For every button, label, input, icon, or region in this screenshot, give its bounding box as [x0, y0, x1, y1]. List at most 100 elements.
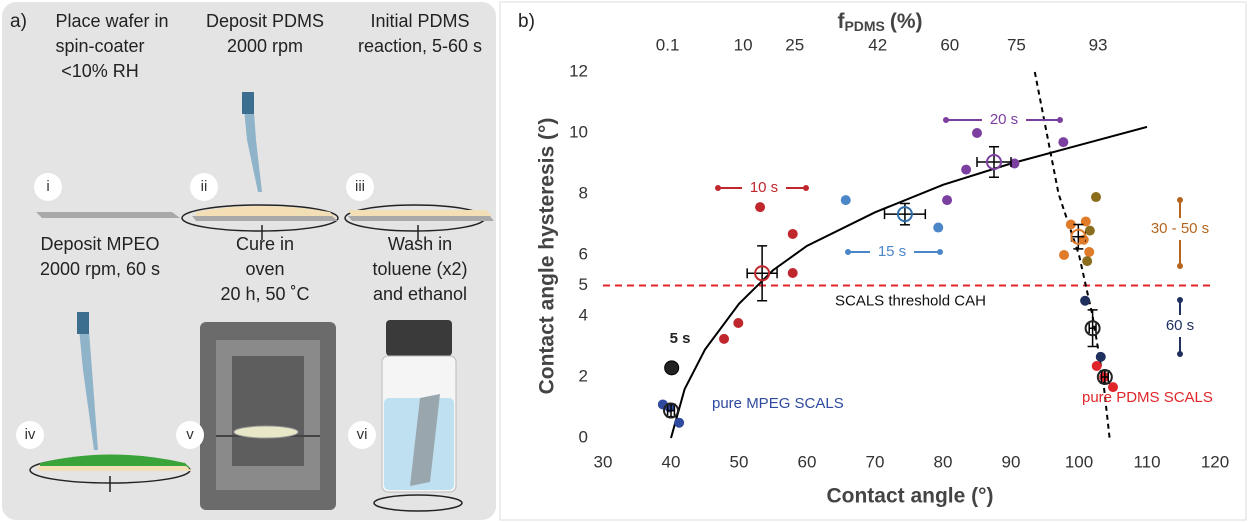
x-tick-label: 80: [934, 452, 953, 471]
step-text: toluene (x2): [372, 259, 467, 279]
y-tick-label: 5: [579, 275, 588, 294]
data-point: [1095, 351, 1106, 362]
y-tick-label: 10: [569, 122, 588, 141]
title-part: PDMS: [844, 18, 884, 34]
data-point: [674, 417, 685, 428]
data-point: [1084, 246, 1095, 257]
step-text: Deposit PDMS: [206, 11, 324, 31]
x-tick-label: 30: [594, 452, 613, 471]
y-tick-label: 2: [579, 366, 588, 385]
x-tick-label: 90: [1002, 452, 1021, 471]
vial-cap: [386, 320, 452, 356]
panel-a-background: [2, 2, 496, 520]
series-label: 5 s: [670, 330, 691, 347]
data-point: [787, 267, 798, 278]
y-axis-title: Contact angle hysteresis (°): [536, 118, 559, 395]
panel-label: b): [518, 11, 535, 32]
bracket-end: [1057, 117, 1063, 123]
mean-marker: [1070, 228, 1087, 245]
top-tick-label: 60: [940, 35, 959, 54]
step-number: vi: [357, 426, 368, 443]
step-marker: [346, 173, 374, 201]
data-point: [840, 195, 851, 206]
pdms-layer: [36, 466, 192, 471]
bracket-end: [1177, 351, 1183, 357]
series-label: 30 - 50 s: [1151, 220, 1209, 237]
step-number: iv: [25, 426, 36, 443]
top-tick-label: 10: [734, 35, 753, 54]
data-point: [1082, 256, 1093, 267]
step-text: oven: [245, 259, 284, 279]
mean-marker: [1084, 320, 1101, 337]
bracket-end: [715, 185, 721, 191]
series-label: 15 s: [878, 243, 906, 260]
data-point: [1084, 225, 1095, 236]
pdms-layer: [196, 206, 336, 218]
top-axis-title: fPDMS (%): [837, 10, 922, 34]
data-point: [664, 360, 680, 376]
step-text: <10% RH: [61, 61, 139, 81]
x-tick-label: 120: [1201, 452, 1229, 471]
substrate: [410, 394, 440, 486]
wafer: [36, 212, 180, 218]
data-point: [942, 195, 953, 206]
x-axis-title: Contact angle (°): [826, 485, 993, 508]
step-text: 2000 rpm, 60 s: [40, 259, 160, 279]
bracket-end: [845, 249, 851, 255]
y-tick-label: 0: [579, 427, 588, 446]
data-point: [1091, 192, 1101, 203]
rotation-arrow: [181, 204, 339, 232]
x-tick-label: 100: [1065, 452, 1093, 471]
oven-back: [232, 356, 304, 466]
step-number: v: [186, 426, 194, 443]
step-marker: [348, 421, 376, 449]
y-tick-label: 4: [579, 305, 588, 324]
mean-marker: [986, 153, 1002, 170]
step-number: ii: [201, 178, 208, 195]
data-point: [787, 228, 798, 239]
step-text: 2000 rpm: [227, 36, 303, 56]
step-marker: [34, 173, 62, 201]
series-label: 20 s: [990, 111, 1018, 128]
title-part: f: [837, 10, 845, 33]
pipette-top: [242, 92, 254, 114]
x-tick-label: 50: [730, 452, 749, 471]
mean-marker: [896, 206, 913, 223]
threshold-label: SCALS threshold CAH: [835, 292, 986, 309]
bracket-end: [803, 185, 809, 191]
step-text: Initial PDMS: [370, 11, 469, 31]
x-tick-label: 70: [866, 452, 885, 471]
data-point: [961, 164, 972, 175]
data-point: [733, 318, 744, 329]
rotation-arrow: [373, 494, 463, 512]
y-tick-label: 12: [569, 61, 588, 80]
panel-label: a): [10, 11, 27, 32]
wafer: [192, 216, 338, 221]
step-text: 20 h, 50 ˚C: [220, 284, 309, 304]
top-tick-label: 25: [785, 35, 804, 54]
step-text: Place wafer in: [55, 11, 168, 31]
pipette: [78, 318, 98, 450]
data-point: [1065, 219, 1076, 230]
mean-marker: [754, 265, 771, 282]
step-text: Wash in: [388, 234, 452, 254]
step-text: Deposit MPEO: [40, 234, 159, 254]
data-point: [1059, 250, 1070, 260]
series-label: pure MPEG SCALS: [712, 395, 844, 412]
step-number: i: [46, 178, 49, 195]
series-label: pure PDMS SCALS: [1082, 389, 1213, 406]
series-label: 10 s: [750, 179, 778, 196]
x-tick-label: 60: [798, 452, 817, 471]
data-point: [1108, 382, 1118, 393]
fit-curve: [1033, 71, 1111, 439]
y-tick-label: 8: [579, 183, 588, 202]
top-tick-label: 0.1: [656, 35, 680, 54]
x-tick-label: 40: [662, 452, 681, 471]
fit-curve: [670, 125, 1148, 439]
y-tick-label: 6: [579, 244, 588, 263]
step-marker: [16, 421, 44, 449]
pipette-top: [77, 312, 89, 334]
data-point: [1009, 158, 1020, 169]
bracket-end: [1177, 297, 1183, 303]
